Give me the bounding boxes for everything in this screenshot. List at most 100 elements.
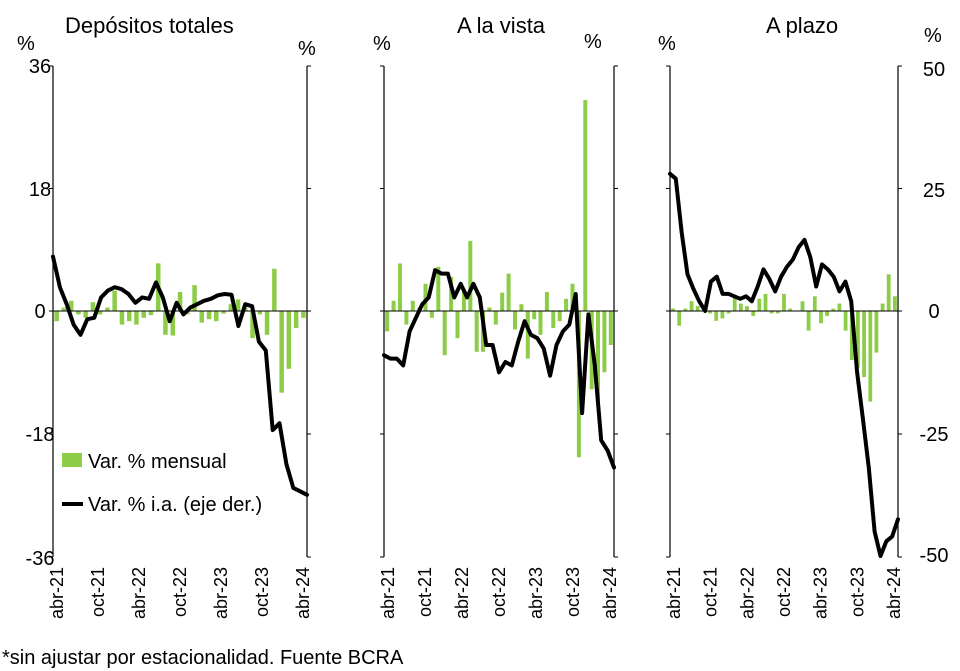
x-tick-label: abr-22 [452,567,472,619]
bar [837,303,842,311]
bar [279,311,284,393]
x-tick-label: abr-22 [129,567,149,619]
bar [442,311,447,356]
bar [468,240,473,311]
bar [385,311,390,332]
bar [720,311,725,319]
bar [404,311,409,325]
bar [127,311,132,322]
x-tick-label: oct-21 [415,567,435,617]
bar [436,266,441,311]
bar [410,300,415,311]
bar [849,311,854,360]
x-tick-label: abr-24 [884,567,904,619]
bar [751,311,756,316]
bar [97,311,103,315]
legend-swatch-bar [62,453,82,467]
x-tick-label: abr-24 [600,567,620,619]
bar [862,311,866,378]
bar [170,311,175,336]
bar [570,283,575,311]
x-tick-label: oct-23 [252,567,272,617]
interanual-line [51,254,309,497]
x-tick-label: abr-24 [293,567,313,619]
legend-label-interanual: Var. % i.a. (eje der.) [88,494,262,516]
bar [134,311,139,325]
panel-title-a-plazo: A plazo [766,13,838,38]
bar [68,300,74,311]
bar [608,311,613,345]
bar [800,301,805,311]
panel-2: abr-21 oct-21 abr-22 oct-22 abr-23 oct-23 abr-… [378,65,620,619]
bar [551,311,556,328]
bar [788,308,793,311]
bar [893,296,897,311]
bar [105,307,110,311]
y-tick-right: 50 [923,59,945,81]
bar [726,311,731,314]
legend-label-mensual: Var. % mensual [88,451,227,473]
bar [257,311,263,315]
bar [286,311,292,369]
bar [880,303,885,311]
bar [671,308,675,311]
y-tick-left: -18 [26,424,55,446]
unit-left-panel3: % [658,33,676,55]
bar [868,311,873,402]
bar [141,311,146,318]
y-tick-left: -36 [26,548,55,570]
x-tick-label: abr-21 [378,567,398,619]
bar [819,311,823,324]
bar [775,311,780,314]
interanual-line [382,268,616,470]
bar [519,304,524,311]
bar [423,283,428,311]
unit-left-panel2: % [373,33,391,55]
panel-title-a-la-vista: A la vista [457,13,546,38]
bar [714,311,719,321]
footnote: *sin ajustar por estacionalidad. Fuente … [2,647,404,669]
unit-right-panel1: % [298,38,316,60]
bar [825,311,829,316]
bar [474,311,479,352]
bar [757,298,762,312]
bar [192,285,197,311]
bar [708,311,712,314]
unit-right-panel2: % [584,31,602,53]
bar [739,303,743,311]
bar [199,311,204,323]
x-tick-label: abr-22 [737,567,757,619]
x-tick-label: abr-23 [211,567,231,619]
bar [564,298,569,312]
bar [235,299,241,311]
bar [557,311,562,322]
x-tick-label: oct-22 [170,567,190,617]
bar [214,311,219,322]
bar [54,311,59,322]
bar [695,306,700,311]
bar [293,311,299,328]
bar [782,293,786,311]
bar [602,311,607,373]
bar [61,307,67,311]
x-tick-label: oct-22 [489,567,509,617]
interanual-line [668,171,900,558]
bar [272,268,277,311]
panel-3: abr-21 oct-21 abr-22 oct-22 abr-23 oct-23 abr-… [664,65,904,619]
bar [391,300,396,311]
bar [812,296,817,311]
bar [398,263,402,311]
bar [806,311,811,331]
bar [689,301,694,311]
bar [500,292,505,311]
bar [843,311,848,331]
bar [90,302,96,311]
bar [487,307,492,311]
bar [538,311,543,335]
x-tick-label: abr-23 [526,567,546,619]
bar [76,311,81,315]
y-tick-right: 0 [928,301,939,323]
bar [163,311,168,335]
bar [429,311,434,318]
